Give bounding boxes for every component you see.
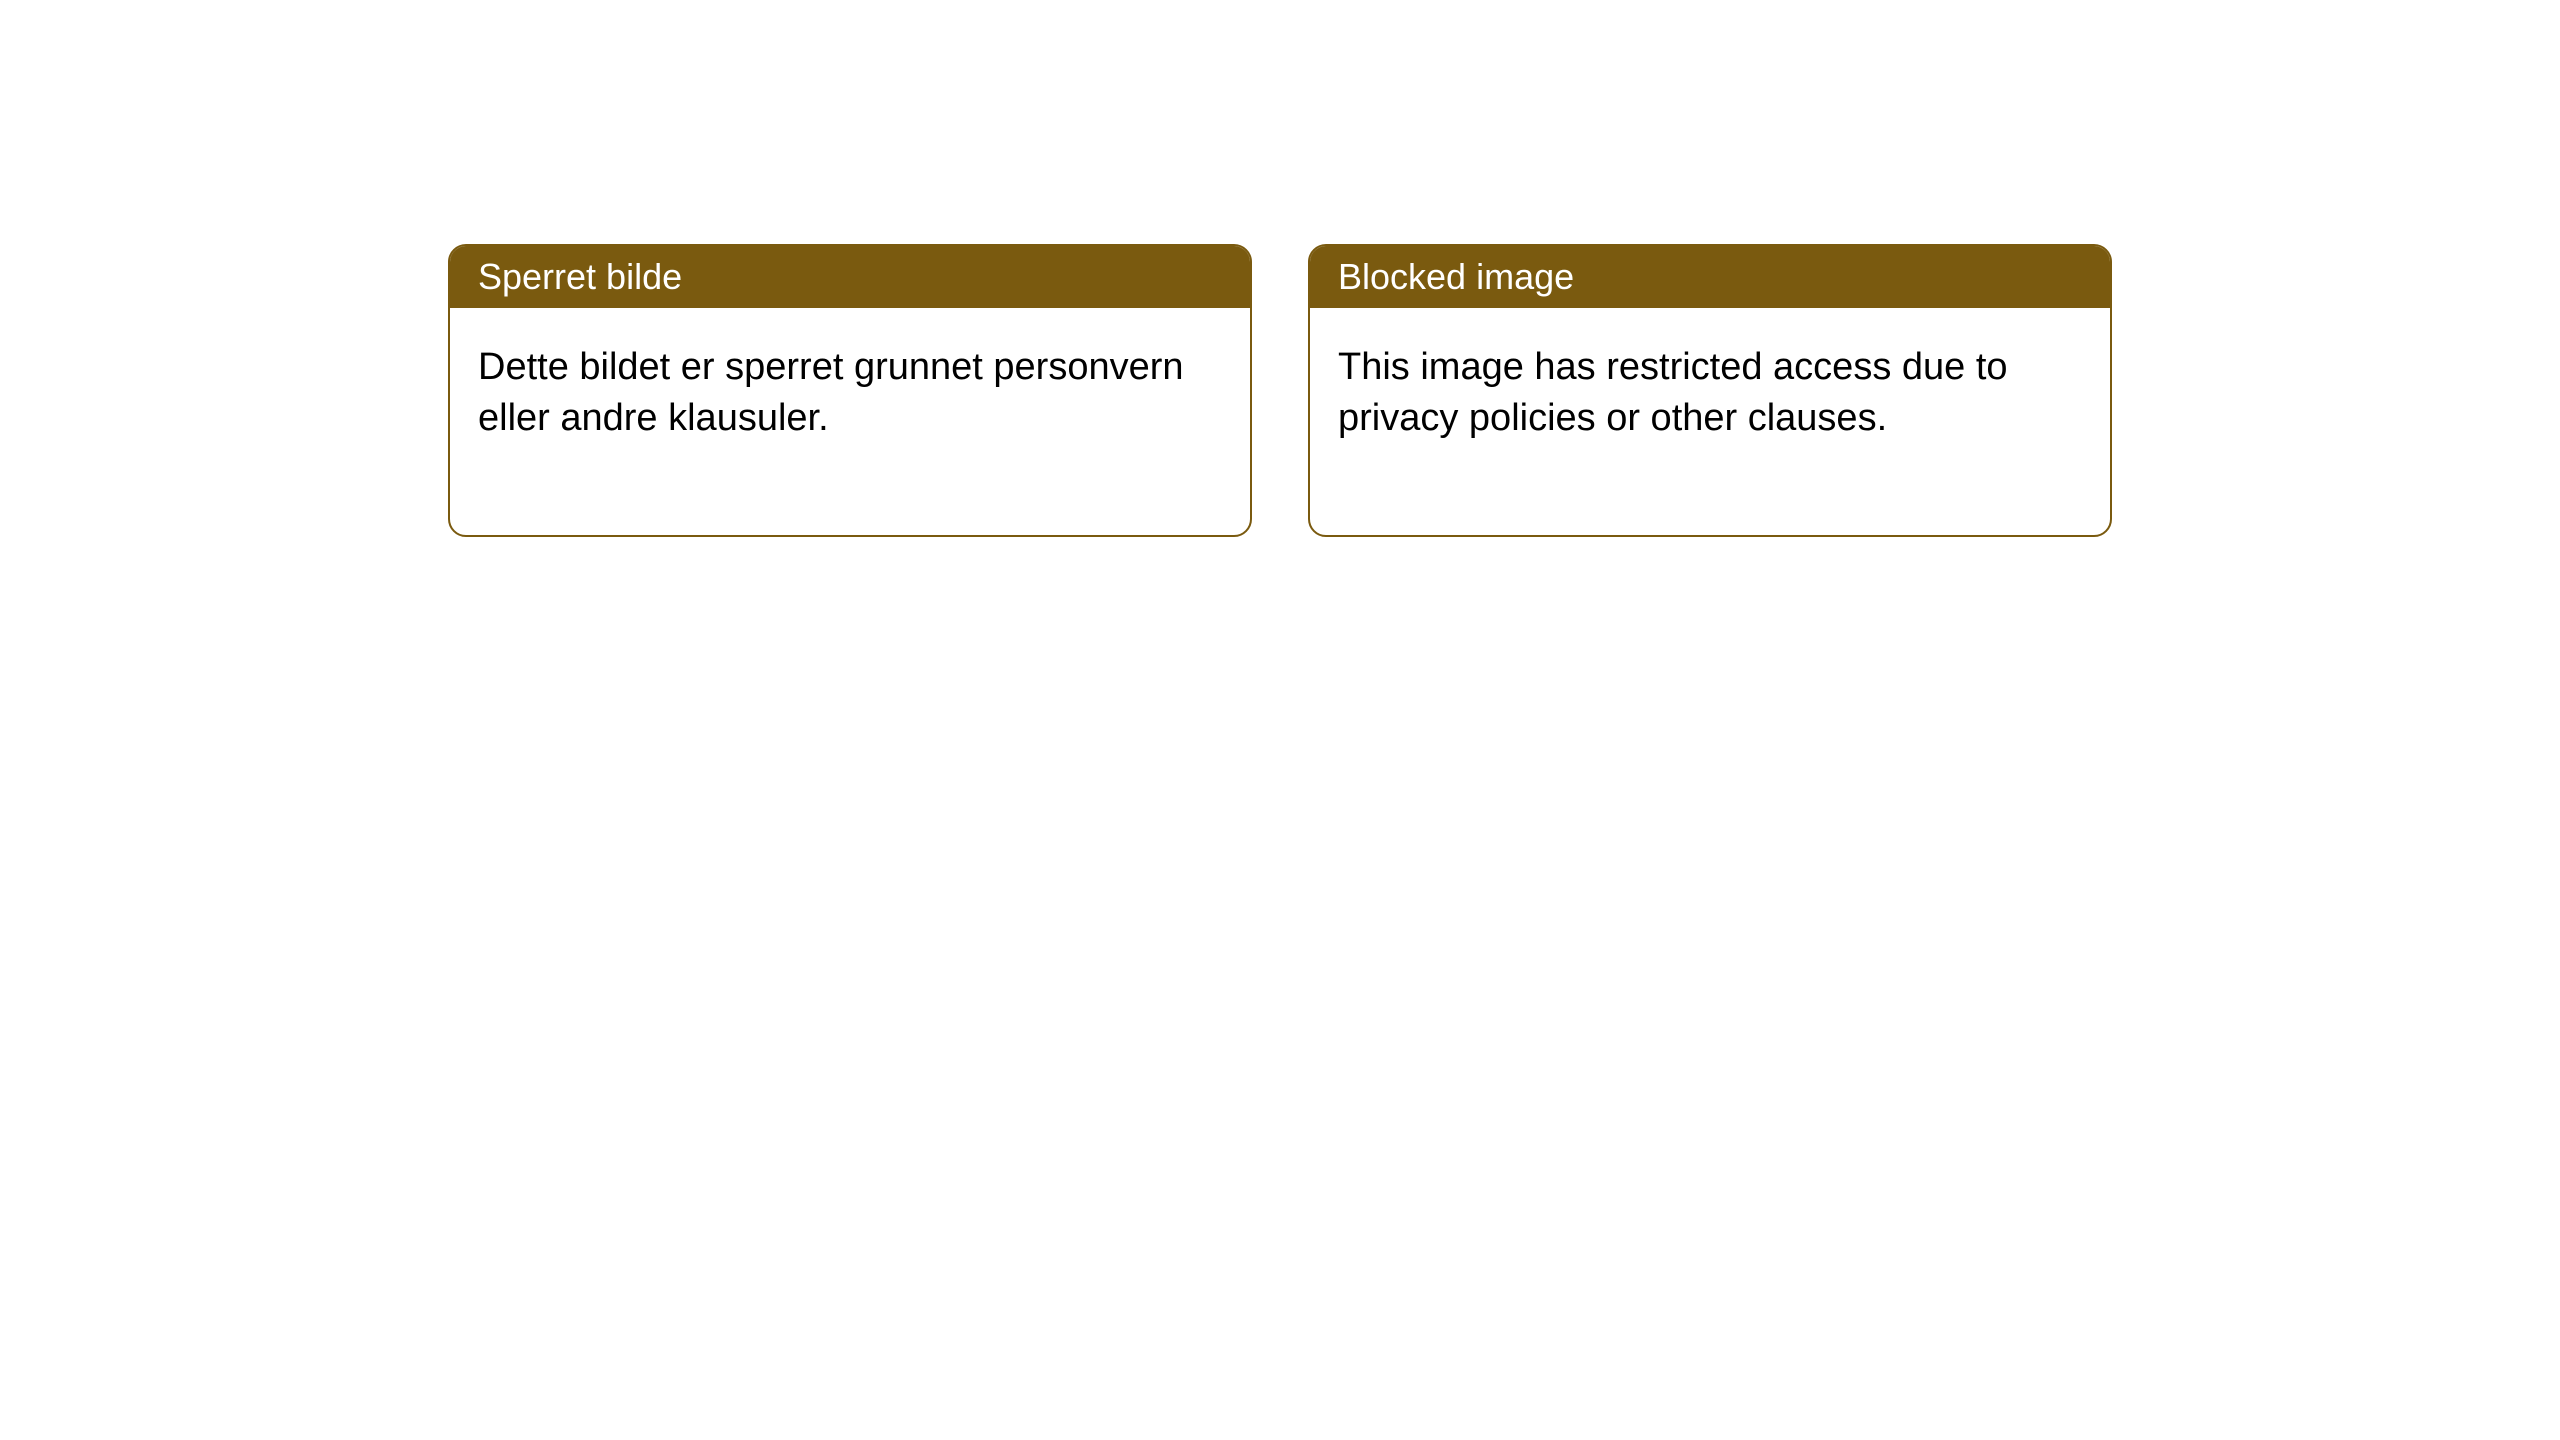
notice-card-english: Blocked image This image has restricted … [1308, 244, 2112, 537]
card-header: Blocked image [1310, 246, 2110, 308]
card-body: Dette bildet er sperret grunnet personve… [450, 308, 1250, 535]
blocked-image-notices: Sperret bilde Dette bildet er sperret gr… [448, 244, 2112, 537]
card-body: This image has restricted access due to … [1310, 308, 2110, 535]
card-header: Sperret bilde [450, 246, 1250, 308]
card-body-text: This image has restricted access due to … [1338, 346, 2008, 439]
card-title: Sperret bilde [478, 256, 682, 297]
notice-card-norwegian: Sperret bilde Dette bildet er sperret gr… [448, 244, 1252, 537]
card-body-text: Dette bildet er sperret grunnet personve… [478, 346, 1184, 439]
card-title: Blocked image [1338, 256, 1574, 297]
